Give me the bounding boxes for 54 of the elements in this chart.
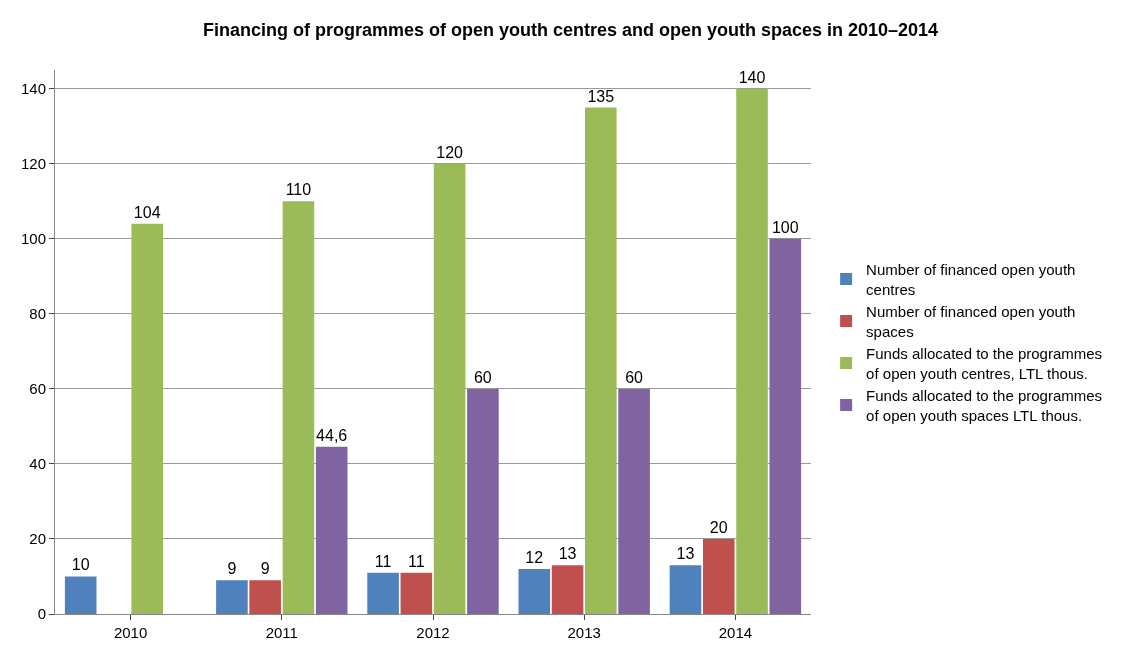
x-tick-label: 2013	[567, 624, 601, 641]
bar	[400, 572, 433, 614]
data-label: 100	[771, 218, 799, 236]
y-tick-label: 120	[20, 155, 46, 173]
bar	[618, 388, 650, 614]
data-label: 60	[625, 368, 644, 386]
bar	[769, 238, 802, 614]
data-label: 44,6	[316, 426, 348, 444]
y-tick-label: 60	[29, 380, 46, 398]
data-label: 140	[738, 68, 766, 86]
x-tick-label: 2011	[265, 624, 298, 641]
bar	[249, 580, 281, 614]
y-tick-label: 80	[29, 305, 46, 323]
data-label: 60	[473, 368, 492, 386]
legend-label: Number of financed open youth spaces	[866, 303, 1076, 340]
legend-label: Funds allocated to the programmes of open youth spaces LTL thous.	[866, 387, 1103, 424]
bar	[518, 568, 551, 614]
data-label: 110	[285, 181, 312, 199]
chart-title: Financing of programmes of open youth centres and open youth spaces in 2010–2014	[202, 19, 939, 40]
data-label: 10	[71, 556, 90, 574]
bar	[282, 201, 315, 614]
bar	[131, 223, 164, 614]
bar	[433, 163, 466, 614]
data-label: 135	[587, 87, 615, 105]
data-label: 120	[436, 143, 464, 161]
bar	[216, 580, 248, 614]
bar	[702, 538, 735, 614]
bar	[64, 576, 97, 614]
x-tick-label: 2010	[113, 624, 148, 641]
data-label: 104	[133, 203, 161, 221]
data-label: 20	[709, 518, 728, 536]
y-tick-label: 140	[20, 80, 46, 98]
x-tick-label: 2014	[718, 624, 753, 641]
y-tick-label: 100	[20, 230, 46, 248]
y-tick-label: 20	[29, 530, 46, 548]
y-tick-label: 40	[29, 455, 46, 473]
bar	[736, 88, 768, 614]
y-tick-label: 0	[37, 605, 46, 623]
bar	[551, 565, 584, 614]
data-label: 11	[408, 552, 425, 570]
data-label: 13	[558, 545, 577, 563]
x-tick-label: 2012	[416, 624, 450, 641]
legend-label: Number of financed open youth centres	[866, 261, 1076, 298]
data-label: 11	[374, 552, 392, 570]
bar	[467, 388, 499, 614]
data-label: 9	[227, 560, 237, 578]
data-label: 9	[260, 560, 270, 578]
legend-label: Funds allocated to the programmes of open youth centres, LTL thous.	[866, 345, 1103, 382]
bar	[315, 446, 348, 614]
bar	[367, 572, 399, 614]
bar	[669, 565, 702, 614]
data-label: 13	[676, 545, 695, 563]
bar	[585, 107, 617, 614]
data-label: 12	[525, 548, 544, 566]
